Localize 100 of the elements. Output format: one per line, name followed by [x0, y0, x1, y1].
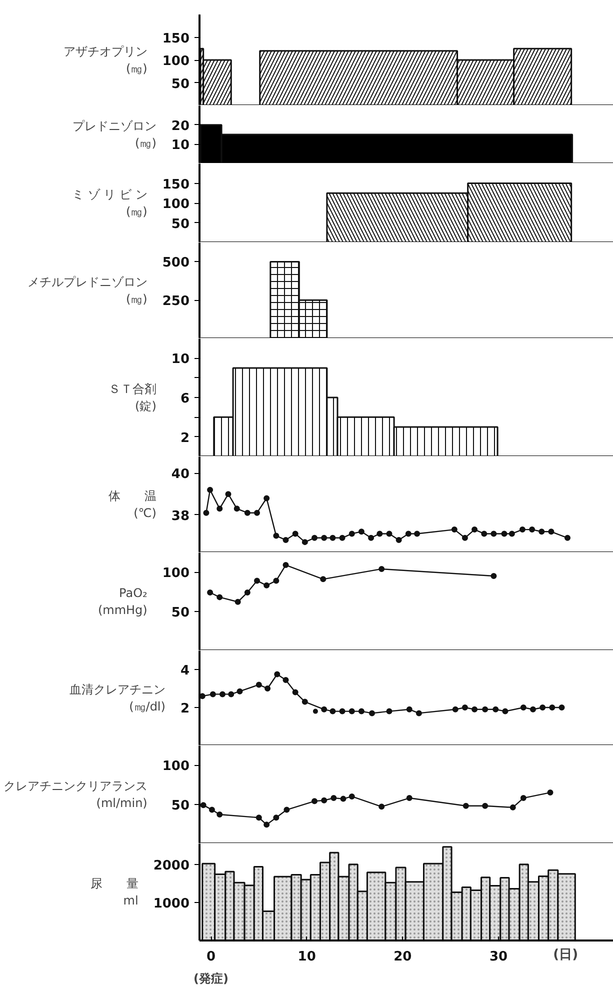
- point: [501, 530, 508, 537]
- y-tick-label: 1000: [153, 896, 190, 912]
- point: [520, 795, 526, 802]
- point: [472, 526, 478, 533]
- point: [452, 706, 458, 712]
- point: [348, 793, 355, 800]
- point: [386, 530, 392, 537]
- point: [348, 708, 355, 714]
- x-tick-label: 30: [489, 950, 508, 964]
- point: [254, 578, 260, 584]
- point: [256, 814, 262, 821]
- y-tick-label: 2000: [153, 858, 190, 874]
- y-axis-title: ミ ゾ リ ビ ン (㎎): [72, 188, 148, 218]
- point: [406, 706, 412, 712]
- point: [481, 530, 488, 537]
- point: [378, 566, 385, 572]
- y-axis-title: アザチオプリン (㎎): [63, 44, 148, 76]
- point: [330, 795, 337, 802]
- point: [529, 526, 536, 533]
- point: [558, 704, 565, 710]
- point: [264, 686, 271, 692]
- point: [244, 589, 250, 596]
- y-tick-label: 40: [171, 467, 190, 482]
- point: [510, 804, 516, 810]
- y-axis-title: 尿 量 ml: [90, 876, 138, 908]
- point: [256, 682, 262, 688]
- point: [302, 698, 308, 705]
- y-tick-label: 150: [162, 31, 190, 46]
- point: [406, 795, 412, 802]
- point: [254, 510, 260, 516]
- point: [216, 594, 223, 600]
- y-axis-title: プレドニゾロン (㎎): [72, 119, 156, 150]
- point: [520, 704, 526, 710]
- point: [274, 671, 280, 678]
- point: [490, 573, 497, 580]
- point: [564, 534, 570, 541]
- point: [312, 798, 318, 804]
- point: [330, 708, 336, 714]
- point: [416, 710, 422, 716]
- point: [339, 534, 346, 541]
- point: [292, 530, 298, 537]
- point: [228, 691, 234, 698]
- point: [216, 811, 223, 818]
- y-axis-title: ＳＴ合剤 (錠): [108, 382, 156, 413]
- point: [548, 528, 554, 535]
- point: [538, 528, 545, 535]
- point: [264, 582, 270, 588]
- point: [358, 528, 364, 535]
- point: [376, 530, 383, 537]
- point: [225, 491, 232, 498]
- point: [264, 495, 270, 502]
- point: [203, 510, 210, 516]
- point: [207, 486, 214, 493]
- x-tick-label: 10: [298, 950, 316, 964]
- point: [490, 530, 497, 537]
- point: [273, 532, 280, 539]
- y-tick-label: 50: [171, 76, 190, 92]
- point: [220, 691, 226, 698]
- point: [358, 708, 364, 714]
- y-tick-label: 2: [180, 702, 190, 716]
- point: [273, 814, 280, 821]
- point: [236, 688, 243, 694]
- point: [340, 796, 346, 802]
- point: [519, 526, 526, 533]
- y-axis-title: 体 温 (℃): [108, 489, 156, 520]
- point: [282, 676, 289, 683]
- point: [207, 589, 214, 596]
- point: [492, 706, 499, 712]
- point: [369, 710, 375, 716]
- y-tick-label: 10: [171, 138, 190, 154]
- y-tick-label: 500: [162, 256, 190, 271]
- y-tick-label: 50: [171, 605, 190, 620]
- point: [530, 706, 536, 712]
- text: (発症): [194, 972, 228, 986]
- y-tick-label: 250: [162, 294, 190, 310]
- point: [282, 536, 289, 543]
- point: [282, 562, 289, 568]
- x-tick-label: 0: [206, 950, 216, 964]
- y-axis-title: メチルプレドニゾロン (㎎): [27, 275, 148, 306]
- point: [234, 598, 241, 605]
- point: [472, 706, 478, 712]
- point: [462, 704, 468, 710]
- y-axis-title: クレアチニンクリアランス (ml/min): [3, 779, 148, 810]
- point: [378, 804, 385, 810]
- point: [312, 534, 318, 541]
- y-tick-label: 100: [162, 54, 190, 69]
- y-axis-title: 血清クレアチニン (㎎/dl): [69, 682, 166, 714]
- point: [386, 708, 392, 714]
- point: [244, 510, 250, 516]
- point: [462, 534, 468, 541]
- point: [302, 539, 308, 546]
- point: [508, 530, 515, 537]
- point: [292, 689, 298, 696]
- y-tick-label: 150: [162, 177, 190, 192]
- point: [312, 708, 318, 714]
- point: [321, 534, 328, 541]
- y-tick-label: 100: [162, 566, 190, 582]
- point: [200, 802, 206, 808]
- point: [273, 578, 280, 584]
- x-tick-label: 20: [394, 950, 412, 964]
